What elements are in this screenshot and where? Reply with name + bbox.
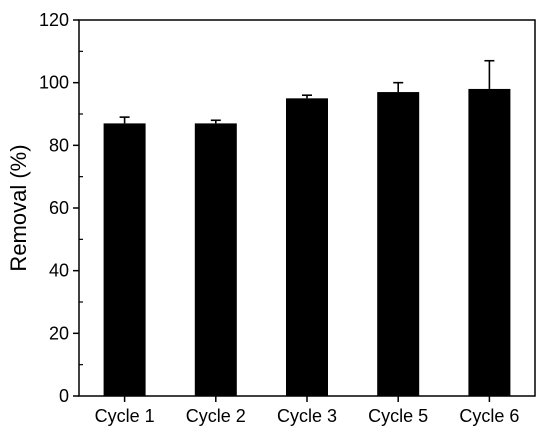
y-axis: 0 20 40 60 80 100 120 [39,10,79,406]
y-tick-label: 0 [59,386,69,406]
bar [103,123,146,397]
bar [377,92,420,397]
minor-ticks [79,50,83,366]
bar [286,98,328,396]
x-tick-label: Cycle 3 [277,406,337,426]
y-tick-label: 60 [49,198,69,218]
x-axis: Cycle 1 Cycle 2 Cycle 3 Cycle 5 Cycle 6 [95,396,519,426]
error-bars [119,59,495,124]
y-tick-label: 120 [39,10,69,30]
y-axis-title: Removal (%) [6,144,31,271]
y-tick-label: 100 [39,73,69,93]
x-tick-label: Cycle 2 [186,406,246,426]
y-tick-label: 40 [49,261,69,281]
bar [468,88,511,396]
y-tick-label: 80 [49,135,69,155]
x-tick-label: Cycle 6 [459,406,519,426]
x-tick-label: Cycle 1 [95,406,155,426]
bars [103,88,511,397]
bar [194,123,237,397]
y-tick-label: 20 [49,323,69,343]
x-tick-label: Cycle 5 [368,406,428,426]
